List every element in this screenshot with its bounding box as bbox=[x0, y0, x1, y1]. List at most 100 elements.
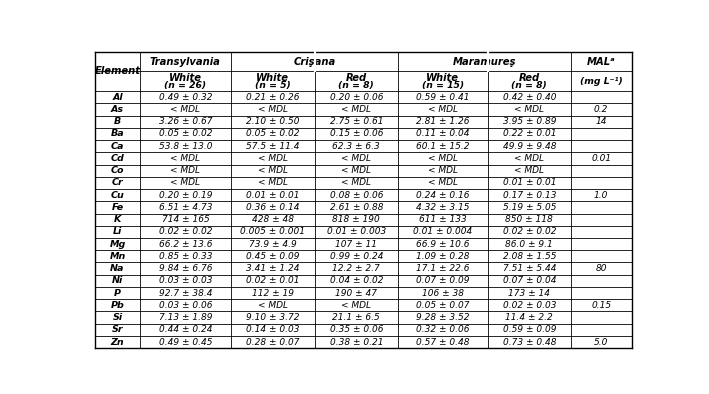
Text: Ba: Ba bbox=[111, 129, 124, 138]
Text: 611 ± 133: 611 ± 133 bbox=[419, 215, 467, 224]
Text: 12.2 ± 2.7: 12.2 ± 2.7 bbox=[333, 264, 380, 273]
Text: 57.5 ± 11.4: 57.5 ± 11.4 bbox=[246, 141, 300, 151]
Text: White: White bbox=[426, 73, 459, 83]
Text: < MDL: < MDL bbox=[514, 154, 545, 163]
Text: < MDL: < MDL bbox=[341, 154, 372, 163]
Text: 0.03 ± 0.03: 0.03 ± 0.03 bbox=[159, 276, 212, 285]
Text: Zn: Zn bbox=[111, 338, 124, 347]
Text: Pb: Pb bbox=[111, 301, 124, 310]
Text: 0.20 ± 0.19: 0.20 ± 0.19 bbox=[159, 191, 212, 200]
Text: (n = 15): (n = 15) bbox=[422, 81, 464, 90]
Text: As: As bbox=[111, 105, 124, 114]
Text: 0.02 ± 0.01: 0.02 ± 0.01 bbox=[246, 276, 300, 285]
Text: Na: Na bbox=[111, 264, 125, 273]
Text: 0.21 ± 0.26: 0.21 ± 0.26 bbox=[246, 93, 300, 102]
Text: 0.45 ± 0.09: 0.45 ± 0.09 bbox=[246, 252, 300, 261]
Text: 2.81 ± 1.26: 2.81 ± 1.26 bbox=[416, 117, 469, 126]
Text: MALᵃ: MALᵃ bbox=[587, 57, 615, 67]
Text: < MDL: < MDL bbox=[428, 178, 458, 188]
Text: 0.85 ± 0.33: 0.85 ± 0.33 bbox=[159, 252, 212, 261]
Text: < MDL: < MDL bbox=[428, 105, 458, 114]
Text: 4.32 ± 3.15: 4.32 ± 3.15 bbox=[416, 203, 469, 212]
Text: 0.49 ± 0.45: 0.49 ± 0.45 bbox=[159, 338, 212, 347]
Text: Si: Si bbox=[113, 313, 123, 322]
Text: Ca: Ca bbox=[111, 141, 124, 151]
Text: 0.02 ± 0.03: 0.02 ± 0.03 bbox=[503, 301, 556, 310]
Text: 0.005 ± 0.001: 0.005 ± 0.001 bbox=[240, 227, 306, 236]
Text: 6.51 ± 4.73: 6.51 ± 4.73 bbox=[159, 203, 212, 212]
Text: 3.95 ± 0.89: 3.95 ± 0.89 bbox=[503, 117, 556, 126]
Text: Cr: Cr bbox=[111, 178, 123, 188]
Text: (mg L⁻¹): (mg L⁻¹) bbox=[580, 77, 623, 86]
Text: 0.02 ± 0.02: 0.02 ± 0.02 bbox=[503, 227, 556, 236]
Text: 0.05 ± 0.02: 0.05 ± 0.02 bbox=[159, 129, 212, 138]
Text: 0.36 ± 0.14: 0.36 ± 0.14 bbox=[246, 203, 300, 212]
Text: 11.4 ± 2.2: 11.4 ± 2.2 bbox=[506, 313, 553, 322]
Text: 0.59 ± 0.41: 0.59 ± 0.41 bbox=[416, 93, 469, 102]
Text: Transylvania: Transylvania bbox=[150, 57, 221, 67]
Text: < MDL: < MDL bbox=[514, 166, 545, 175]
Text: Cu: Cu bbox=[111, 191, 124, 200]
Text: 0.03 ± 0.06: 0.03 ± 0.06 bbox=[159, 301, 212, 310]
Text: Al: Al bbox=[112, 93, 123, 102]
Text: 714 ± 165: 714 ± 165 bbox=[162, 215, 209, 224]
Text: 49.9 ± 9.48: 49.9 ± 9.48 bbox=[503, 141, 556, 151]
Text: 0.32 ± 0.06: 0.32 ± 0.06 bbox=[416, 325, 469, 335]
Text: 0.22 ± 0.01: 0.22 ± 0.01 bbox=[503, 129, 556, 138]
Text: 0.99 ± 0.24: 0.99 ± 0.24 bbox=[330, 252, 383, 261]
Text: 5.19 ± 5.05: 5.19 ± 5.05 bbox=[503, 203, 556, 212]
Text: Co: Co bbox=[111, 166, 124, 175]
Text: 0.07 ± 0.09: 0.07 ± 0.09 bbox=[416, 276, 469, 285]
Text: Fe: Fe bbox=[111, 203, 123, 212]
Text: 9.84 ± 6.76: 9.84 ± 6.76 bbox=[159, 264, 212, 273]
Text: 0.17 ± 0.13: 0.17 ± 0.13 bbox=[503, 191, 556, 200]
Text: 0.08 ± 0.06: 0.08 ± 0.06 bbox=[330, 191, 383, 200]
Text: Red: Red bbox=[519, 73, 540, 83]
Text: 2.75 ± 0.61: 2.75 ± 0.61 bbox=[330, 117, 383, 126]
Text: 60.1 ± 15.2: 60.1 ± 15.2 bbox=[416, 141, 469, 151]
Text: < MDL: < MDL bbox=[170, 166, 201, 175]
Text: 0.15 ± 0.06: 0.15 ± 0.06 bbox=[330, 129, 383, 138]
Text: 73.9 ± 4.9: 73.9 ± 4.9 bbox=[249, 240, 297, 249]
Text: 0.07 ± 0.04: 0.07 ± 0.04 bbox=[503, 276, 556, 285]
Text: 0.01 ± 0.01: 0.01 ± 0.01 bbox=[246, 191, 300, 200]
Text: Ni: Ni bbox=[112, 276, 123, 285]
Text: Cd: Cd bbox=[111, 154, 124, 163]
Text: 0.2: 0.2 bbox=[594, 105, 608, 114]
Text: 0.28 ± 0.07: 0.28 ± 0.07 bbox=[246, 338, 300, 347]
Text: < MDL: < MDL bbox=[258, 178, 288, 188]
Text: Red: Red bbox=[346, 73, 367, 83]
Text: Crişana: Crişana bbox=[294, 57, 335, 67]
Text: 0.35 ± 0.06: 0.35 ± 0.06 bbox=[330, 325, 383, 335]
Text: 818 ± 190: 818 ± 190 bbox=[333, 215, 380, 224]
Text: < MDL: < MDL bbox=[428, 166, 458, 175]
Text: 0.57 ± 0.48: 0.57 ± 0.48 bbox=[416, 338, 469, 347]
Text: 80: 80 bbox=[596, 264, 607, 273]
Text: 0.14 ± 0.03: 0.14 ± 0.03 bbox=[246, 325, 300, 335]
Text: 21.1 ± 6.5: 21.1 ± 6.5 bbox=[333, 313, 380, 322]
Text: 0.38 ± 0.21: 0.38 ± 0.21 bbox=[330, 338, 383, 347]
Text: < MDL: < MDL bbox=[428, 154, 458, 163]
Text: < MDL: < MDL bbox=[341, 105, 372, 114]
Text: 0.01 ± 0.003: 0.01 ± 0.003 bbox=[327, 227, 386, 236]
Text: 86.0 ± 9.1: 86.0 ± 9.1 bbox=[506, 240, 553, 249]
Text: 2.08 ± 1.55: 2.08 ± 1.55 bbox=[503, 252, 556, 261]
Text: 0.20 ± 0.06: 0.20 ± 0.06 bbox=[330, 93, 383, 102]
Text: White: White bbox=[257, 73, 289, 83]
Text: 0.24 ± 0.16: 0.24 ± 0.16 bbox=[416, 191, 469, 200]
Text: 1.0: 1.0 bbox=[594, 191, 608, 200]
Text: P: P bbox=[114, 289, 121, 297]
Text: White: White bbox=[169, 73, 202, 83]
Text: 92.7 ± 38.4: 92.7 ± 38.4 bbox=[159, 289, 212, 297]
Text: 5.0: 5.0 bbox=[594, 338, 608, 347]
Text: < MDL: < MDL bbox=[341, 301, 372, 310]
Text: 14: 14 bbox=[596, 117, 607, 126]
Text: 66.9 ± 10.6: 66.9 ± 10.6 bbox=[416, 240, 469, 249]
Text: < MDL: < MDL bbox=[341, 178, 372, 188]
Text: 2.10 ± 0.50: 2.10 ± 0.50 bbox=[246, 117, 300, 126]
Text: 53.8 ± 13.0: 53.8 ± 13.0 bbox=[159, 141, 212, 151]
Text: B: B bbox=[114, 117, 121, 126]
Text: < MDL: < MDL bbox=[514, 105, 545, 114]
Text: < MDL: < MDL bbox=[170, 178, 201, 188]
Text: Element: Element bbox=[94, 67, 140, 76]
